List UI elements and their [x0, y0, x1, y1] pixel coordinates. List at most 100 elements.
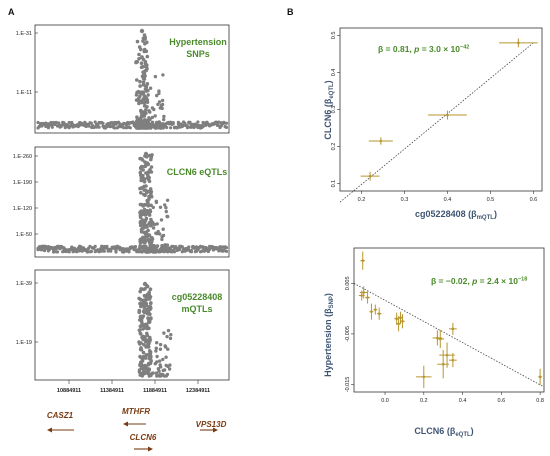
snp-point	[135, 39, 140, 44]
snp-point	[145, 54, 150, 59]
snp-point	[148, 209, 153, 214]
snp-point	[165, 198, 170, 202]
snp-point	[222, 121, 226, 125]
snp-point	[138, 354, 142, 359]
snp-point	[172, 250, 177, 254]
snp-point	[142, 126, 146, 130]
data-point	[376, 307, 382, 320]
snp-point	[135, 122, 140, 126]
snp-point	[139, 346, 143, 350]
data-points	[358, 251, 543, 388]
snp-point	[147, 349, 152, 353]
snp-point	[162, 368, 167, 372]
snp-point	[111, 123, 115, 127]
snp-point	[146, 93, 150, 97]
snp-point	[67, 120, 71, 125]
snp-point	[160, 237, 164, 242]
snp-point	[151, 226, 156, 230]
snp-point	[139, 47, 143, 52]
snp-point	[147, 233, 152, 238]
snp-point	[133, 245, 138, 249]
snp-point	[145, 176, 150, 180]
snp-point	[70, 120, 74, 125]
data-point	[449, 353, 457, 368]
data-point	[369, 303, 374, 320]
snp-point	[158, 372, 162, 376]
snp-point	[224, 249, 229, 253]
snp-point	[134, 60, 139, 64]
point-marker	[377, 312, 381, 315]
snp-point	[154, 371, 159, 375]
snp-point	[175, 126, 179, 130]
point-marker	[397, 322, 400, 326]
point-marker	[438, 337, 442, 341]
snp-point	[141, 350, 146, 355]
regression-line	[353, 283, 545, 388]
point-marker	[366, 296, 369, 299]
subplot-label: cg05228408	[172, 292, 223, 302]
arrow-right-icon	[200, 427, 218, 433]
snp-point	[142, 293, 147, 298]
snp-point	[149, 301, 153, 305]
snp-point	[140, 335, 144, 340]
snp-point	[126, 247, 130, 251]
snp-point	[176, 120, 180, 124]
snp-point	[191, 122, 195, 126]
snp-point	[147, 179, 152, 184]
snp-point	[159, 249, 164, 253]
point-marker	[445, 353, 449, 357]
snp-point	[140, 55, 144, 59]
snp-point	[62, 121, 66, 125]
subplot-eqtl: 1.E-260 1.E-190 1.E-120 1.E-50 CLCN6 eQT…	[13, 146, 230, 258]
snp-point	[137, 368, 142, 372]
snp-point	[36, 120, 40, 125]
snp-point	[217, 249, 221, 253]
snp-point	[147, 367, 151, 372]
gene-label-clcn6: CLCN6	[130, 433, 157, 442]
snp-point	[149, 165, 154, 169]
snp-point	[154, 349, 158, 353]
xtick-label: 11384911	[100, 388, 124, 394]
point-marker	[451, 358, 455, 362]
snp-point	[159, 126, 163, 130]
xtick-label: 10884911	[57, 388, 81, 394]
data-point	[365, 291, 370, 304]
xtick-label: 0.6	[530, 197, 538, 203]
snp-point	[87, 124, 91, 128]
snp-point	[141, 76, 146, 81]
ytick-label: 0.1	[331, 180, 337, 188]
snp-point	[161, 233, 166, 238]
xtick-label: 0.2	[358, 197, 366, 203]
snp-point	[158, 342, 163, 347]
point-marker	[446, 113, 449, 117]
snp-point	[137, 328, 142, 333]
snp-point	[146, 250, 151, 254]
snp-point	[141, 64, 145, 69]
ytick-label: 1.E-260	[13, 154, 32, 160]
snp-point	[143, 335, 147, 339]
snp-point	[102, 249, 106, 253]
snp-point	[150, 237, 155, 241]
snp-point	[134, 98, 139, 102]
snp-point	[144, 96, 149, 101]
data-point	[428, 110, 467, 120]
snp-point	[141, 39, 145, 43]
lead-snp-point	[143, 151, 149, 157]
manhattan-points	[36, 151, 229, 254]
snp-point	[158, 205, 163, 209]
snp-point	[140, 100, 144, 105]
snp-point	[164, 355, 168, 359]
panel-a-letter: A	[8, 7, 15, 17]
snp-point	[137, 57, 141, 61]
snp-point	[138, 170, 143, 175]
snp-point	[147, 318, 151, 323]
snp-point	[138, 363, 142, 368]
point-marker	[368, 174, 372, 178]
snp-point	[101, 121, 105, 125]
snp-point	[153, 74, 158, 79]
snp-point	[142, 222, 146, 227]
gene-label-casz1: CASZ1	[47, 411, 74, 420]
snp-point	[146, 203, 151, 208]
panel-a-xaxis: 10884911 11384911 11884911 12384911	[57, 380, 210, 394]
snp-point	[166, 328, 171, 333]
